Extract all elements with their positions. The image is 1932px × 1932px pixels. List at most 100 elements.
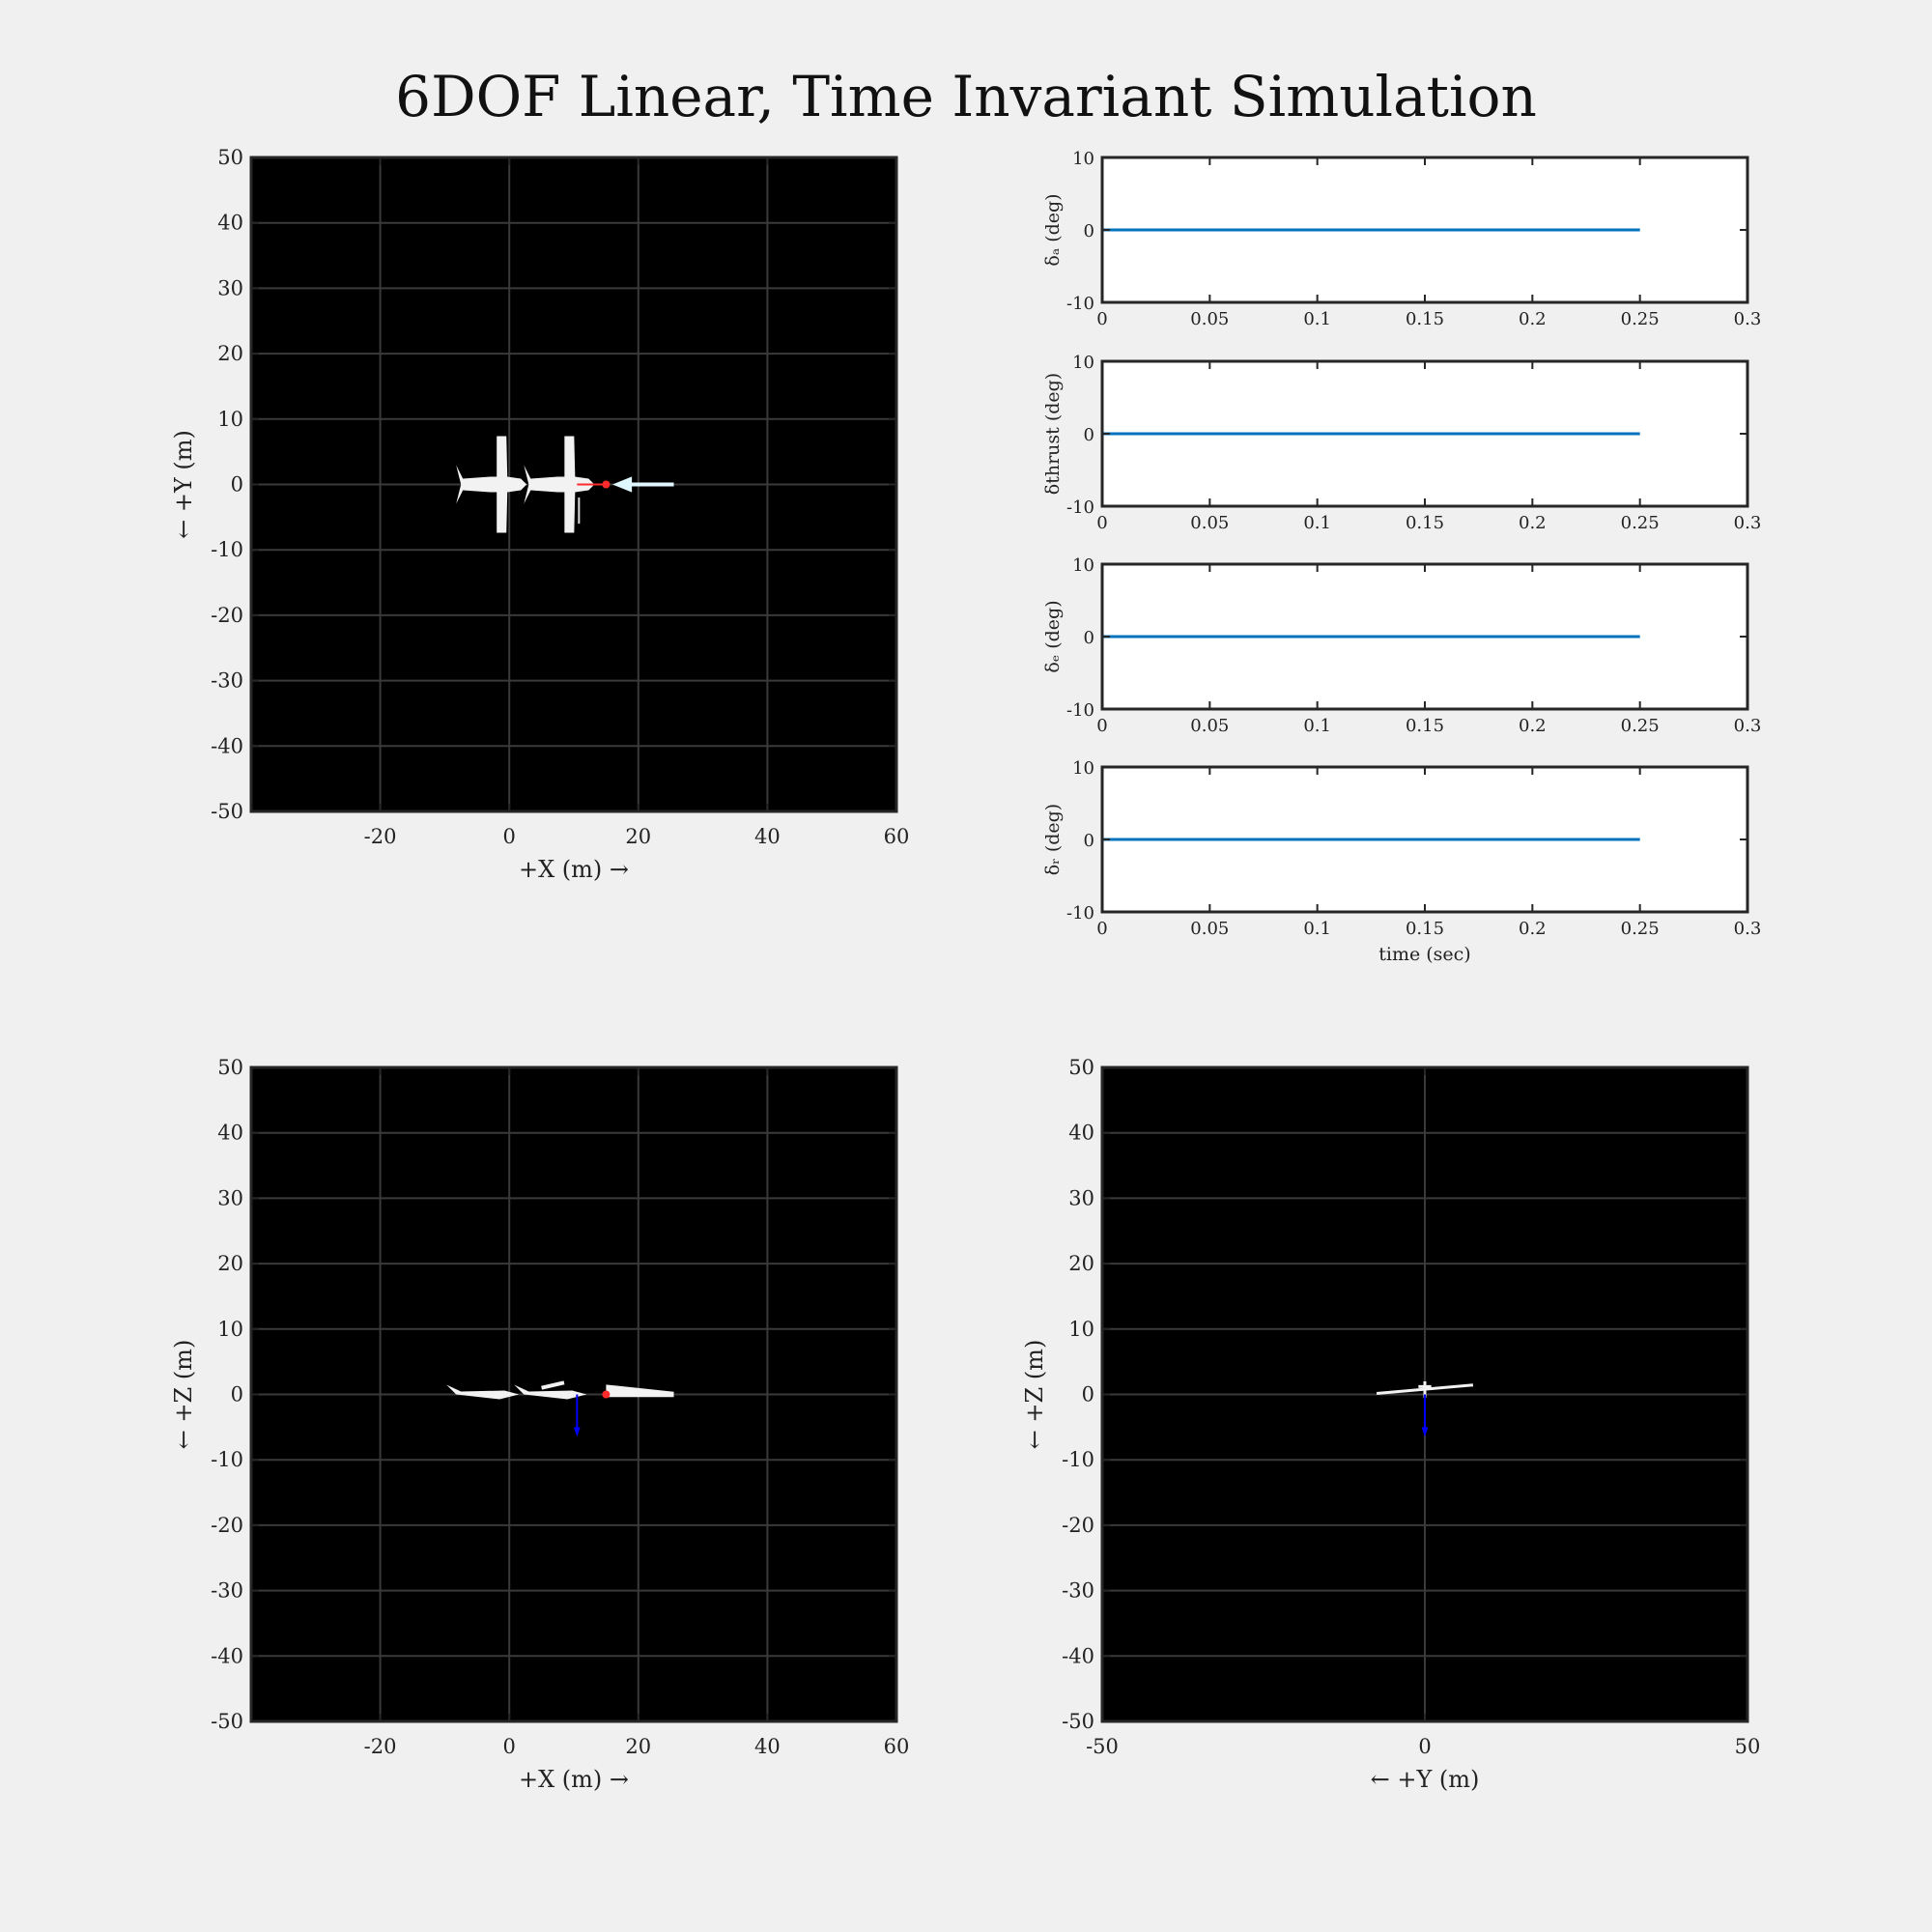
gravity-arrow-head-front	[1421, 1427, 1429, 1437]
front-view-xtick-label: -50	[1086, 1735, 1119, 1758]
delta-e-xtick-label: 0	[1096, 716, 1107, 736]
top-view-ytick-label: 50	[217, 146, 243, 169]
chart-side-view: -20 0 20 40 60 -50 -40 -30 -20 -10 0 10 20 30 40 50 +X (…	[170, 1056, 909, 1793]
front-view-ytick-label: 30	[1068, 1186, 1094, 1209]
front-view-aircraft-group	[1376, 1380, 1474, 1437]
side-view-ytick-label: -50	[211, 1710, 243, 1733]
delta-thrust-xtick-label: 0.25	[1621, 513, 1660, 533]
delta-r-xtick-label: 0.3	[1734, 919, 1762, 939]
top-view-ytick-label: 20	[217, 342, 243, 365]
top-view-xtick-label: -20	[364, 825, 397, 848]
delta-a-xtick-label: 0.2	[1519, 309, 1547, 329]
top-view-xtick-label: 60	[884, 825, 910, 848]
delta-r-xtick-label: 0.25	[1621, 919, 1660, 939]
delta-e-ytick-label: -10	[1066, 700, 1094, 721]
front-view-ytick-label: -10	[1062, 1448, 1094, 1471]
top-view-ytick-label: -50	[211, 800, 243, 823]
delta-e-xtick-label: 0.05	[1190, 716, 1229, 736]
delta-a-xtick-label: 0.05	[1190, 309, 1229, 329]
front-view-ytick-label: 40	[1068, 1122, 1094, 1145]
front-view-ytick-label: -20	[1062, 1514, 1094, 1537]
side-view-ytick-label: 20	[217, 1252, 243, 1275]
delta-r-xlabel: time (sec)	[1378, 944, 1470, 965]
wind-arrow-side	[606, 1384, 674, 1398]
top-view-ytick-label: -40	[211, 734, 243, 757]
front-view-ytick-label: -30	[1062, 1579, 1094, 1603]
aircraft-side-wing	[541, 1380, 565, 1390]
side-view-ytick-label: 50	[217, 1056, 243, 1079]
delta-a-ytick-label: 0	[1084, 221, 1094, 242]
delta-thrust-xtick-label: 0.05	[1190, 513, 1229, 533]
side-view-xtick-label: -20	[364, 1735, 397, 1758]
aircraft-top-icon	[524, 436, 595, 533]
delta-e-xtick-label: 0.25	[1621, 716, 1660, 736]
side-view-xtick-label: 60	[884, 1735, 910, 1758]
delta-r-ytick-label: 0	[1084, 831, 1094, 851]
delta-e-ytick-label: 10	[1072, 555, 1094, 576]
front-view-ytick-label: -40	[1062, 1644, 1094, 1667]
delta-a-ytick-label: -10	[1066, 294, 1094, 314]
side-view-ytick-label: -10	[211, 1448, 243, 1471]
delta-r-xtick-label: 0.05	[1190, 919, 1229, 939]
delta-thrust-ytick-label: 0	[1084, 425, 1094, 445]
chart-front-view: -50 0 50 -50 -40 -30 -20 -10 0 10 20 30 40 50 ← +Y (m)…	[1021, 1056, 1760, 1793]
top-view-xtick-label: 40	[754, 825, 781, 848]
side-view-xtick-label: 40	[754, 1735, 781, 1758]
side-view-xtick-label: 20	[625, 1735, 651, 1758]
front-view-ytick-label: 10	[1068, 1318, 1094, 1341]
side-view-xtick-label: 0	[503, 1735, 516, 1758]
front-view-ylabel: ← +Z (m)	[1021, 1340, 1048, 1450]
delta-thrust-xtick-label: 0	[1096, 513, 1107, 533]
delta-r-xtick-label: 0.2	[1519, 919, 1547, 939]
front-view-xtick-label: 0	[1418, 1735, 1431, 1758]
top-view-ytick-label: 0	[231, 473, 243, 497]
front-view-xlabel: ← +Y (m)	[1371, 1766, 1480, 1793]
delta-r-ytick-label: 10	[1072, 758, 1094, 779]
delta-r-xtick-label: 0.1	[1303, 919, 1331, 939]
top-view-ylabel: ← +Y (m)	[170, 430, 197, 539]
delta-e-xtick-label: 0.3	[1734, 716, 1762, 736]
delta-a-xtick-label: 0.15	[1406, 309, 1444, 329]
front-view-ytick-label: 50	[1068, 1056, 1094, 1079]
delta-a-xtick-label: 0.25	[1621, 309, 1660, 329]
top-view-ytick-label: -10	[211, 538, 243, 561]
delta-e-ylabel: δₑ (deg)	[1042, 600, 1064, 672]
delta-r-xtick-label: 0	[1096, 919, 1107, 939]
front-view-ytick-label: -50	[1062, 1710, 1094, 1733]
cg-marker-side	[602, 1390, 611, 1399]
delta-e-ytick-label: 0	[1084, 628, 1094, 648]
delta-thrust-xtick-label: 0.1	[1303, 513, 1331, 533]
delta-r-xtick-label: 0.15	[1406, 919, 1444, 939]
delta-r-ylabel: δᵣ (deg)	[1042, 804, 1064, 875]
aircraft-side-icon	[514, 1384, 587, 1400]
cg-marker	[602, 480, 611, 489]
delta-thrust-xtick-label: 0.2	[1519, 513, 1547, 533]
top-view-xlabel: +X (m) →	[519, 856, 629, 883]
delta-thrust-ytick-label: 10	[1072, 353, 1094, 373]
delta-a-xtick-label: 0.3	[1734, 309, 1762, 329]
top-view-xtick-label: 0	[503, 825, 516, 848]
side-view-ytick-label: 40	[217, 1122, 243, 1145]
front-view-xtick-label: 50	[1735, 1735, 1761, 1758]
delta-thrust-xtick-label: 0.3	[1734, 513, 1762, 533]
top-view-xtick-label: 20	[625, 825, 651, 848]
delta-a-ylabel: δₐ (deg)	[1042, 193, 1064, 266]
figure-title: 6DOF Linear, Time Invariant Simulation	[395, 64, 1537, 129]
chart-top-view: -20 0 20 40 60 -50 -40 -30 -20 -10 0 10 20 30 40 50 +X (…	[170, 146, 909, 883]
delta-thrust-xtick-label: 0.15	[1406, 513, 1444, 533]
wind-arrow-head	[612, 476, 633, 493]
side-view-aircraft-group	[446, 1380, 674, 1437]
side-view-ytick-label: -30	[211, 1579, 243, 1603]
gravity-arrow-head-side	[574, 1427, 581, 1437]
top-view-ytick-label: 30	[217, 276, 243, 299]
side-view-ytick-label: -20	[211, 1514, 243, 1537]
delta-e-xtick-label: 0.1	[1303, 716, 1331, 736]
aircraft-side-icon	[446, 1384, 520, 1400]
delta-a-ytick-label: 10	[1072, 149, 1094, 169]
